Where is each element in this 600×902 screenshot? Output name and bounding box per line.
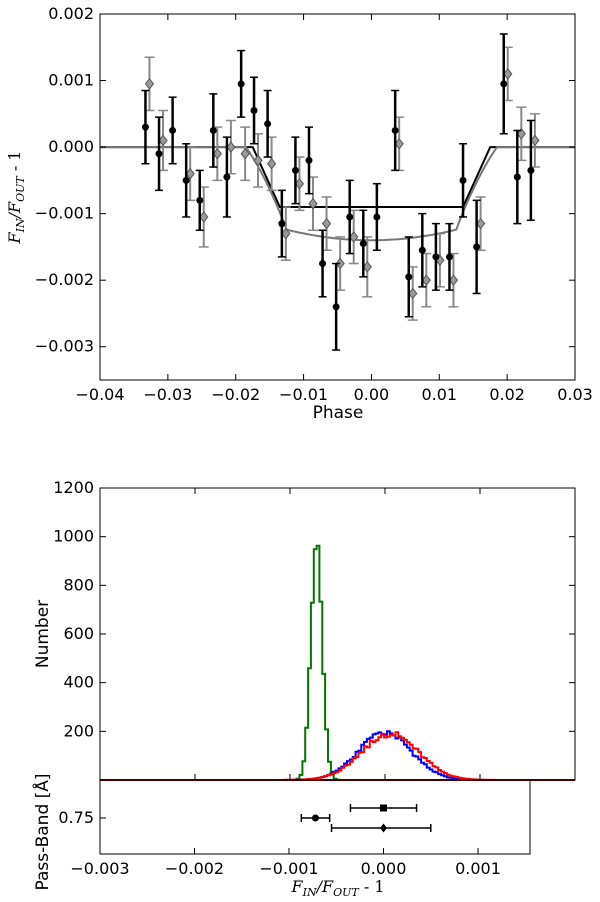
- top-x-tick-label: −0.03: [143, 385, 192, 404]
- hist-y-tick-label: 800: [63, 575, 94, 594]
- dot-point: [278, 220, 286, 228]
- bottom-x-tick-label: 0.000: [361, 859, 407, 878]
- dot-point: [432, 253, 440, 261]
- histogram-step-line: [278, 730, 495, 781]
- top-x-tick-label: 0.02: [489, 385, 525, 404]
- diamond-point: [212, 147, 222, 160]
- diamond-point: [516, 127, 526, 140]
- top-y-axis-label: FIN/FOUT - 1: [5, 151, 27, 245]
- dot-point: [196, 196, 204, 204]
- histogram-step-line: [292, 544, 343, 781]
- dot-point: [155, 150, 163, 158]
- diamond-point: [530, 134, 540, 147]
- dot-point: [223, 173, 231, 181]
- dot-point: [182, 176, 190, 184]
- dot-point: [418, 246, 426, 254]
- hist-y-tick-label: 200: [63, 721, 94, 740]
- hist-y-tick-label: 1200: [53, 478, 94, 497]
- dot-point: [527, 166, 535, 174]
- dot-point: [513, 173, 521, 181]
- top-y-tick-label: −0.001: [35, 204, 94, 223]
- dot-point: [359, 240, 367, 248]
- histogram-chart: 200 400 600 800 1000 1200 Number: [33, 478, 576, 781]
- top-y-tick-label: −0.003: [35, 337, 94, 356]
- top-y-tick-label: −0.002: [35, 270, 94, 289]
- diamond-point: [240, 147, 250, 160]
- bottom-x-axis-label: FIN/FOUT - 1: [291, 877, 385, 899]
- diamond-point: [226, 141, 236, 153]
- dot-point: [459, 176, 467, 184]
- passband-y-tick-label: 0.75: [58, 808, 94, 827]
- top-y-tick-label: 0.002: [48, 4, 94, 23]
- model-limb-darkened-curve: [100, 146, 575, 242]
- top-x-tick-label: 0.00: [354, 385, 390, 404]
- diamond-point: [199, 211, 209, 223]
- diamond-point: [185, 167, 195, 180]
- passband-chart: 0.75 −0.003 −0.002 −0.001 0.000 0.001 Pass-Ba…: [31, 773, 531, 899]
- dot-point: [291, 166, 299, 174]
- bottom-x-tick-label: −0.002: [165, 859, 224, 878]
- model-box-line: [100, 146, 575, 208]
- dot-point: [305, 156, 313, 164]
- dot-point: [319, 260, 327, 268]
- diamond-point: [158, 134, 168, 147]
- top-x-tick-label: 0.03: [557, 385, 593, 404]
- histogram-y-axis-label: Number: [33, 600, 53, 668]
- dot-point: [237, 80, 245, 88]
- transit-light-curve-chart: −0.04 −0.03 −0.02 −0.01 0.00 0.01 0.02 0.03 −0.0…: [5, 4, 593, 423]
- top-x-tick-label: −0.04: [75, 385, 124, 404]
- top-x-tick-label: −0.02: [211, 385, 260, 404]
- passband-diamond-point: [380, 823, 388, 833]
- top-y-tick-label: 0.001: [48, 71, 94, 90]
- dot-point: [209, 126, 217, 134]
- passband-plot-frame: [99, 779, 531, 855]
- bottom-x-tick-label: −0.003: [70, 859, 129, 878]
- diamond-point: [144, 78, 155, 90]
- dot-point: [405, 273, 413, 281]
- diamond-point: [281, 227, 291, 240]
- dot-point: [373, 213, 381, 221]
- dot-point: [264, 120, 272, 128]
- hist-y-tick-label: 600: [63, 624, 94, 643]
- top-x-tick-label: −0.01: [279, 385, 328, 404]
- dot-point: [169, 126, 177, 134]
- top-x-axis-label: Phase: [313, 403, 364, 423]
- diamond-point: [294, 177, 305, 190]
- diamond-point: [408, 287, 418, 300]
- dot-point: [141, 123, 149, 131]
- dot-point: [250, 106, 258, 114]
- histogram-plot-frame: [99, 487, 576, 781]
- bottom-x-tick-label: −0.001: [259, 859, 318, 878]
- dot-point: [346, 213, 354, 221]
- dot-point: [445, 253, 453, 261]
- diamond-point: [394, 137, 404, 150]
- diamond-point: [503, 68, 513, 80]
- bottom-x-tick-label: 0.001: [455, 859, 501, 878]
- diamond-point: [421, 274, 431, 286]
- diamond-point: [308, 197, 318, 210]
- diamond-point: [253, 154, 263, 167]
- diamond-point: [475, 217, 486, 230]
- passband-circle-point: [311, 814, 319, 822]
- top-plot-frame: [99, 13, 576, 381]
- hist-y-tick-label: 1000: [53, 527, 94, 546]
- diamond-point: [321, 217, 332, 230]
- dot-point: [332, 303, 340, 311]
- dot-point: [473, 243, 481, 251]
- diamond-point: [349, 231, 359, 243]
- histogram-step-line: [275, 731, 507, 781]
- top-y-tick-label: 0.000: [48, 137, 94, 156]
- passband-y-axis-label: Pass-Band [Å]: [31, 773, 53, 890]
- diamond-point: [362, 261, 372, 273]
- dot-point: [391, 126, 399, 134]
- passband-square-point: [380, 804, 388, 812]
- top-x-tick-label: 0.01: [421, 385, 457, 404]
- diamond-point: [266, 157, 277, 170]
- diamond-point: [448, 274, 459, 286]
- hist-y-tick-label: 400: [63, 673, 94, 692]
- dot-point: [500, 80, 508, 88]
